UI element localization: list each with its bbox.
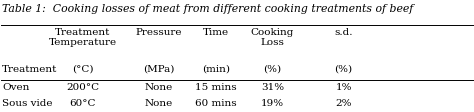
Text: 31%: 31% xyxy=(261,83,284,92)
Text: (min): (min) xyxy=(201,65,230,74)
Text: (°C): (°C) xyxy=(72,65,94,74)
Text: 19%: 19% xyxy=(261,99,284,108)
Text: Pressure: Pressure xyxy=(136,28,182,37)
Text: 2%: 2% xyxy=(336,99,352,108)
Text: (%): (%) xyxy=(335,65,353,74)
Text: Sous vide: Sous vide xyxy=(2,99,53,108)
Text: Treatment: Treatment xyxy=(2,65,58,74)
Text: Time: Time xyxy=(202,28,229,37)
Text: Cooking
Loss: Cooking Loss xyxy=(251,28,294,47)
Text: None: None xyxy=(145,83,173,92)
Text: 60°C: 60°C xyxy=(70,99,96,108)
Text: Oven: Oven xyxy=(2,83,30,92)
Text: s.d.: s.d. xyxy=(334,28,353,37)
Text: (%): (%) xyxy=(264,65,282,74)
Text: 1%: 1% xyxy=(336,83,352,92)
Text: 60 mins: 60 mins xyxy=(195,99,237,108)
Text: None: None xyxy=(145,99,173,108)
Text: (MPa): (MPa) xyxy=(143,65,174,74)
Text: 15 mins: 15 mins xyxy=(195,83,237,92)
Text: 200°C: 200°C xyxy=(66,83,100,92)
Text: Treatment
Temperature: Treatment Temperature xyxy=(49,28,117,47)
Text: Table 1:  Cooking losses of meat from different cooking treatments of beef: Table 1: Cooking losses of meat from dif… xyxy=(2,4,414,14)
